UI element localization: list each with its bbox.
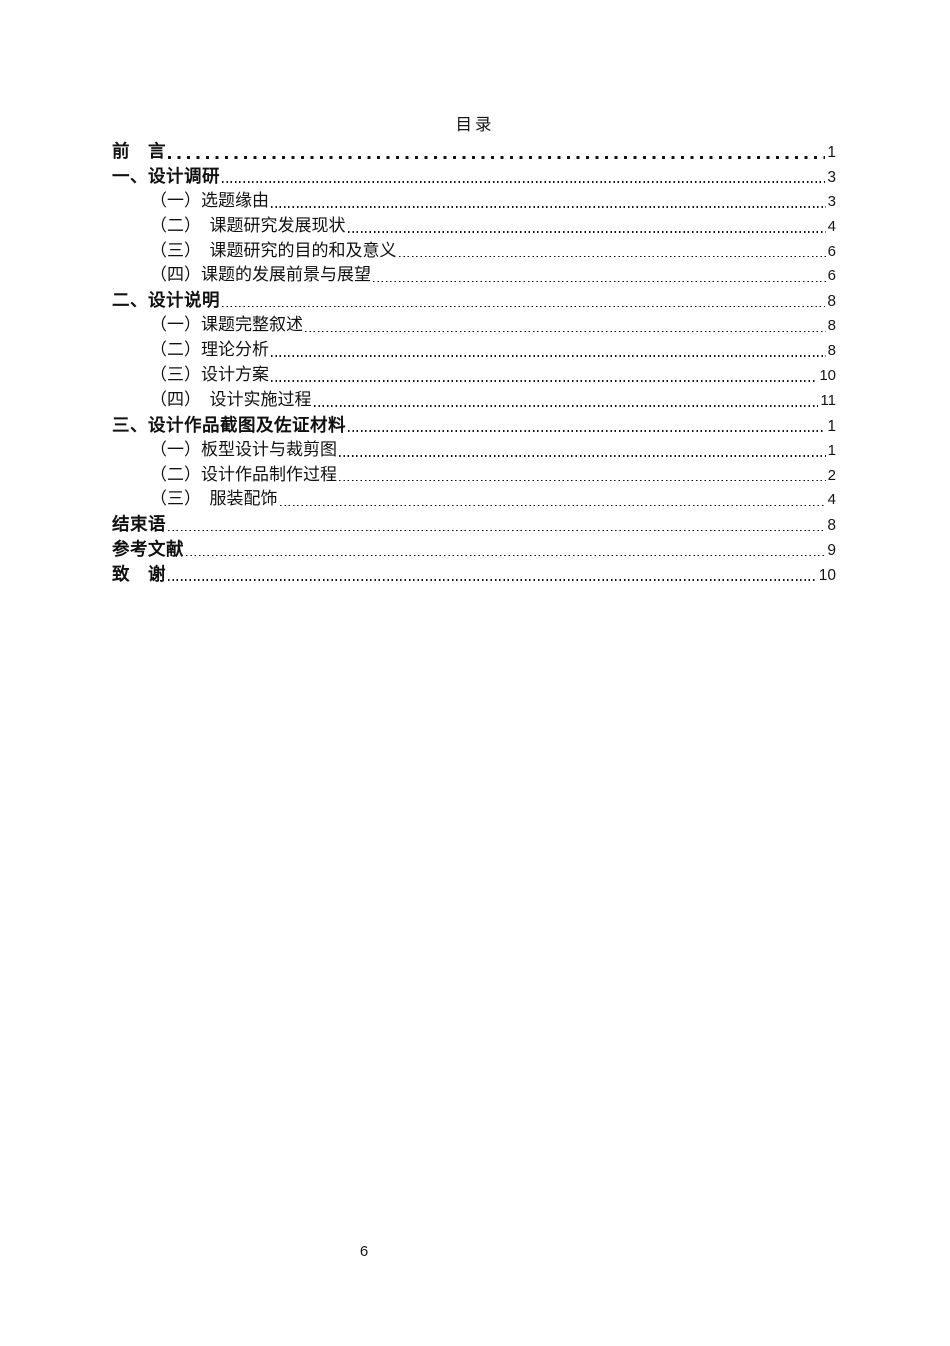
toc-entry[interactable]: （二） 课题研究发展现状 4 [112,214,836,239]
dot-leader [168,579,817,582]
toc-entry[interactable]: （二）理论分析 8 [112,338,836,363]
page-title: 目录 [455,115,495,134]
toc-entry[interactable]: （二）设计作品制作过程 2 [112,463,836,488]
footer-page-number: 6 [359,1243,369,1260]
toc-entry[interactable]: （三） 课题研究的目的和及意义 6 [112,239,836,264]
toc-entry-label: （四） 设计实施过程 [150,389,312,409]
dot-leader [186,554,826,557]
toc-entry[interactable]: 前 言 1 [112,139,836,164]
dot-leader [271,380,818,382]
toc-entry-label: （三） 课题研究的目的和及意义 [150,240,397,260]
toc-entry-page: 6 [827,242,836,260]
toc-entry[interactable]: （一）选题缘由 3 [112,189,836,214]
toc-entry[interactable]: （一）课题完整叙述 8 [112,313,836,338]
toc-entry-page: 8 [827,293,836,311]
toc-entry-label: 二、设计说明 [112,290,220,311]
toc-entry-label: 结束语 [112,514,166,535]
toc-entry[interactable]: （一）板型设计与裁剪图 1 [112,438,836,463]
dot-leader [348,430,826,432]
toc-entry-label: 一、设计调研 [112,165,220,186]
toc-entry[interactable]: （三）设计方案 10 [112,363,836,388]
toc-entry-page: 8 [827,517,836,535]
dot-leader [271,355,826,358]
toc-entry[interactable]: （四） 设计实施过程 11 [112,388,836,413]
dot-leader [168,156,826,159]
toc-entry[interactable]: 致 谢 10 [112,562,836,587]
toc-entry-label: （一）选题缘由 [150,190,269,210]
dot-leader [339,479,826,482]
toc-entry-page: 8 [827,317,836,335]
toc-entry[interactable]: 三、设计作品截图及佐证材料 1 [112,413,836,438]
toc-entry-page: 11 [820,391,836,409]
toc-entry[interactable]: 一、设计调研 3 [112,164,836,189]
dot-leader [398,255,826,258]
toc-entry-page: 2 [827,466,836,484]
dot-leader [339,454,826,457]
toc-entry-label: （二）设计作品制作过程 [150,464,337,484]
toc-entry-page: 1 [827,144,836,161]
toc-entry[interactable]: （三） 服装配饰 4 [112,487,836,512]
toc-entry-page: 3 [827,192,836,210]
dot-leader [168,529,826,532]
toc-entry-page: 9 [827,542,836,560]
toc-entry-page: 10 [819,367,836,385]
dot-leader [222,305,826,308]
toc-entry-page: 8 [827,342,836,360]
toc-entry-label: 三、设计作品截图及佐证材料 [112,414,346,435]
toc-entry-label: （四）课题的发展前景与展望 [150,265,371,285]
toc-entry-page: 4 [827,217,836,235]
toc-entry[interactable]: 结束语 8 [112,512,836,537]
toc-entry-label: （三） 服装配饰 [150,489,278,509]
dot-leader [305,330,826,333]
toc-entry-label: 前 言 [112,141,166,161]
toc-entry-label: （一）课题完整叙述 [150,315,303,335]
toc-entry-page: 4 [827,491,836,509]
toc-entry-page: 1 [827,417,836,435]
toc-entry-page: 1 [827,441,836,459]
toc-entry-page: 10 [818,567,836,585]
dot-leader [279,504,826,507]
toc-entry-page: 6 [827,267,836,285]
toc-entry-label: （三）设计方案 [150,365,269,385]
toc-entry[interactable]: 参考文献 9 [112,537,836,562]
toc-entry-label: （二）理论分析 [150,340,269,360]
dot-leader [313,405,819,407]
dot-leader [271,206,826,208]
toc-entry-label: 致 谢 [112,564,166,585]
toc-entry-label: （一）板型设计与裁剪图 [150,439,337,459]
toc-entry-label: （二） 课题研究发展现状 [150,215,346,235]
dot-leader [222,181,826,183]
dot-leader [347,230,826,233]
dot-leader [373,280,826,283]
toc-entry-page: 3 [827,168,836,186]
toc-entry[interactable]: （四）课题的发展前景与展望 6 [112,263,836,288]
toc-entry-label: 参考文献 [112,539,184,560]
toc-entry[interactable]: 二、设计说明 8 [112,288,836,313]
table-of-contents: 前 言 1 一、设计调研 3 （一）选题缘由 3 （二） 课题研究发展现状 4 … [112,139,836,587]
